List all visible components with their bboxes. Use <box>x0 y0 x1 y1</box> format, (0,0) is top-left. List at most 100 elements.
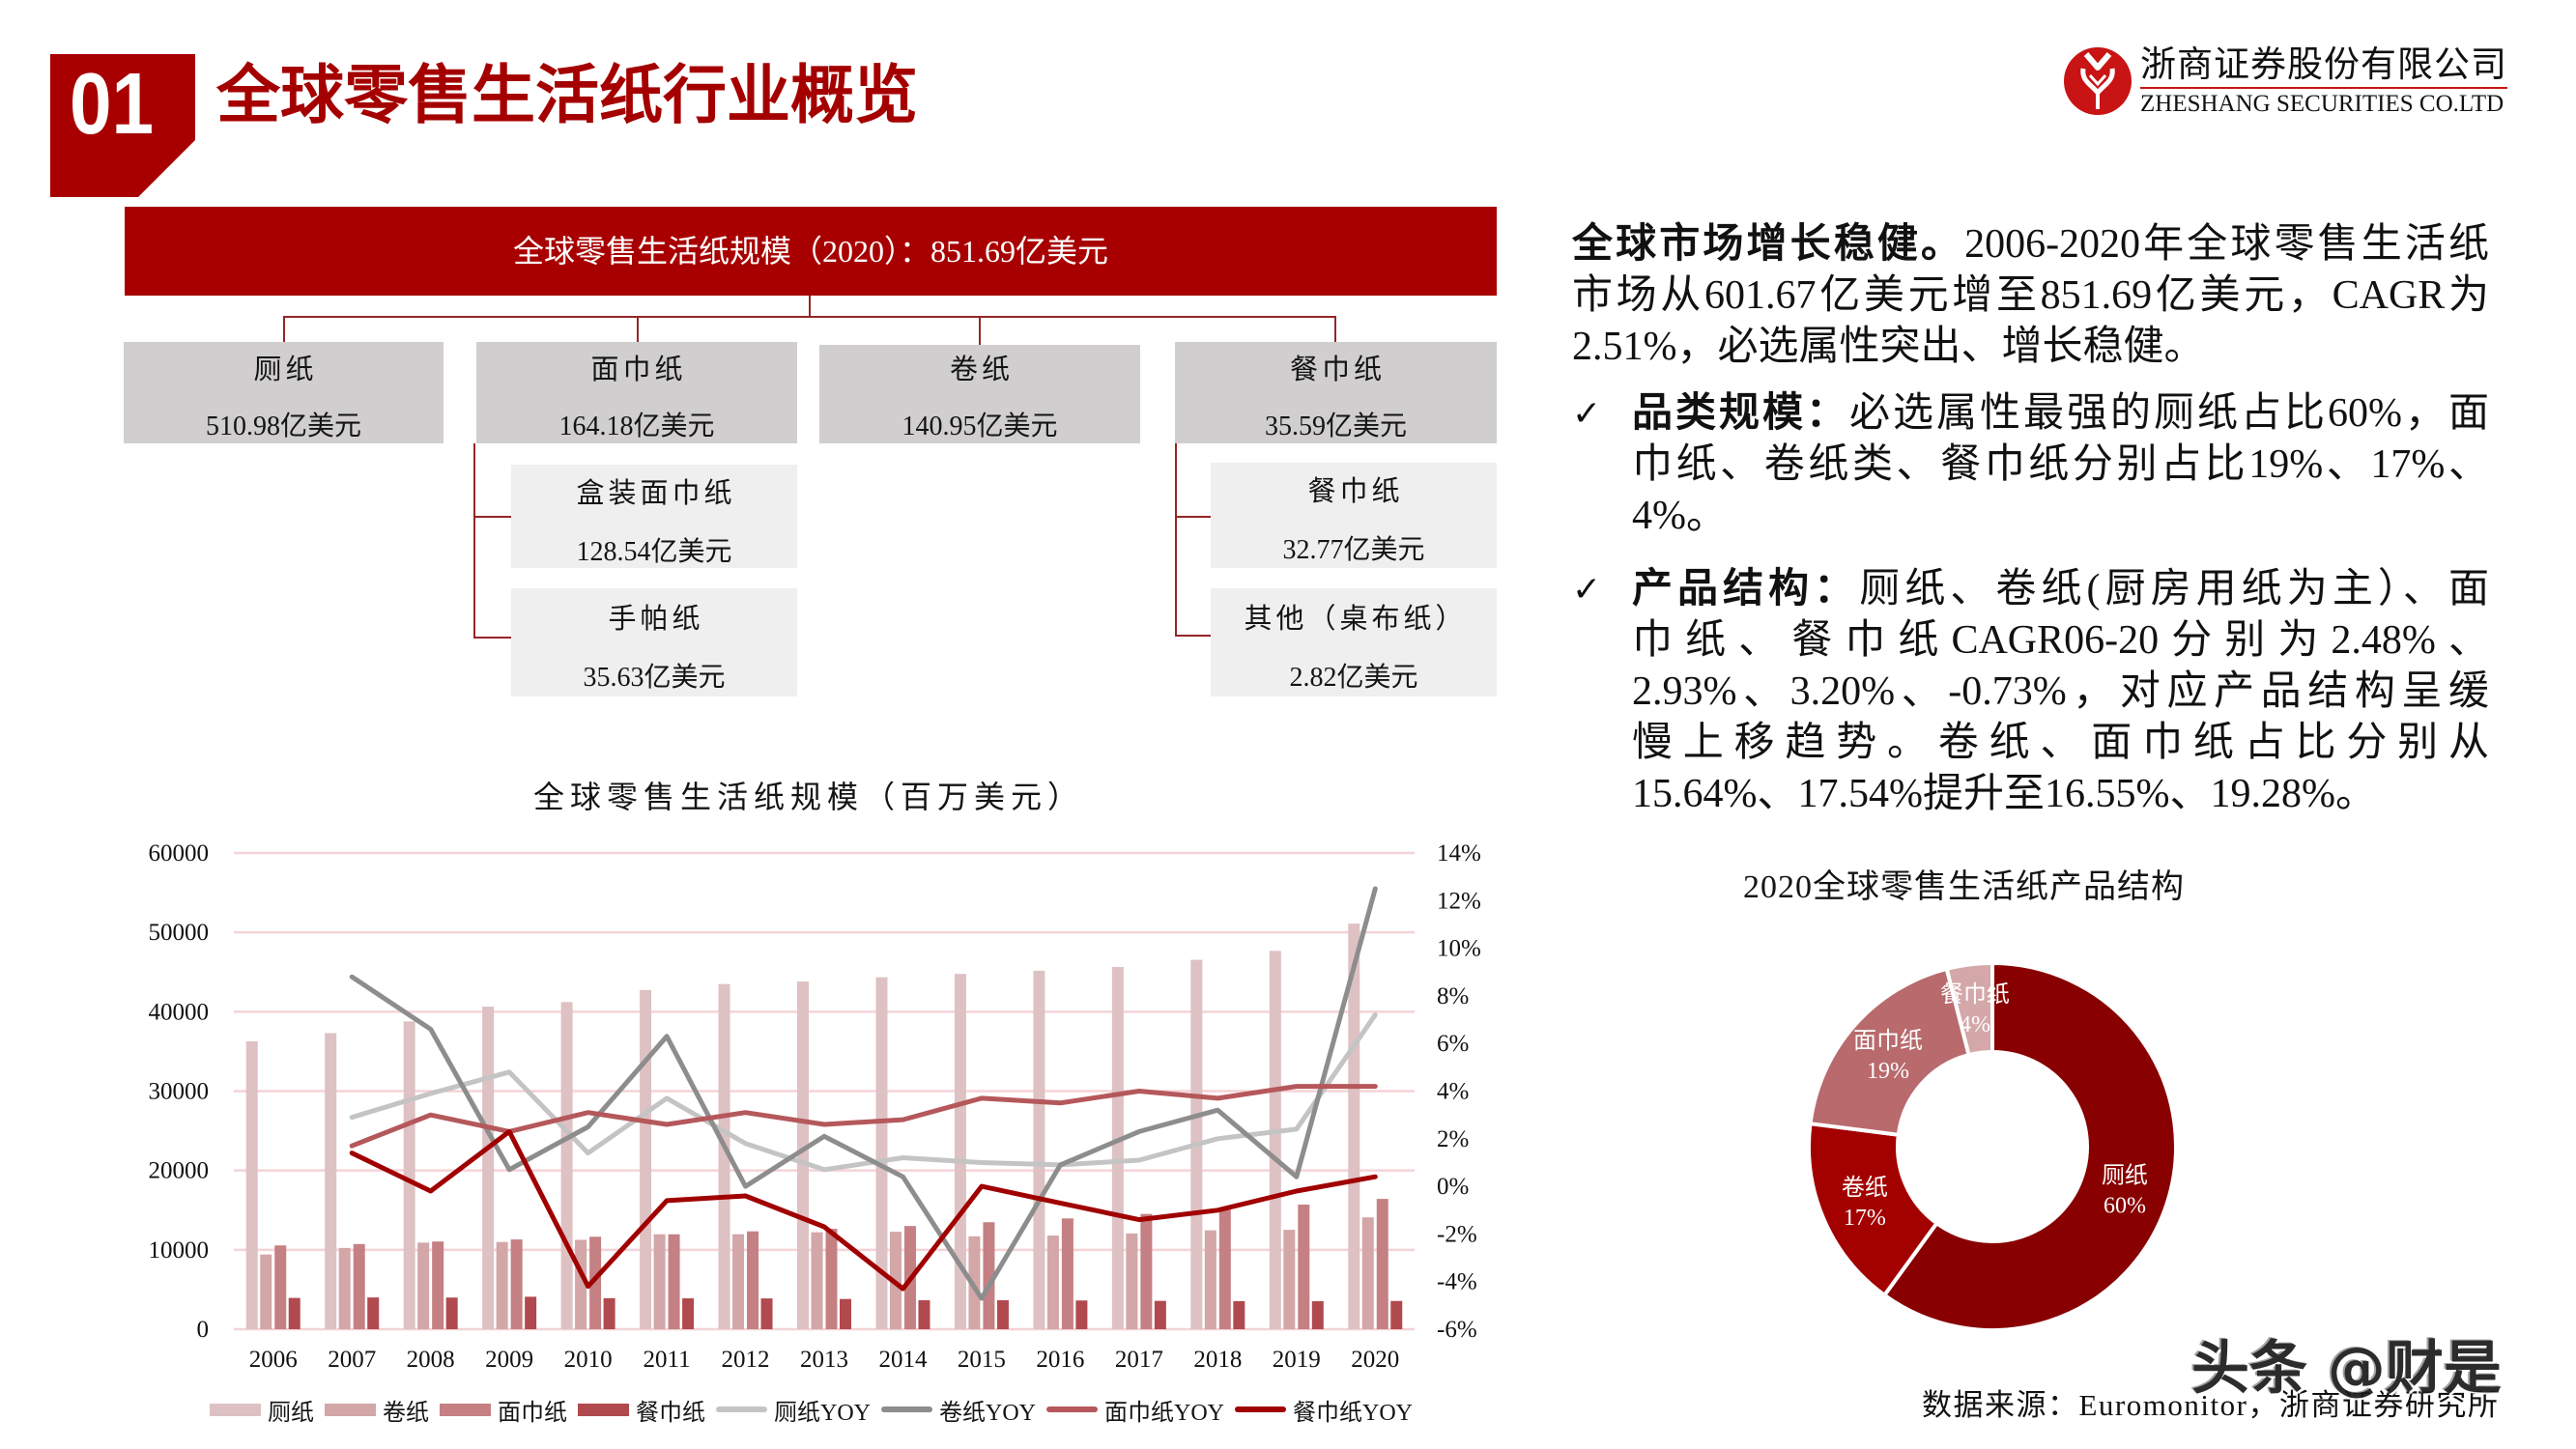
bullet-line: 15.64%、17.54%提升至16.55%、19.28%。 <box>1632 772 2376 816</box>
org-connectors <box>283 296 1336 639</box>
company-name-cn: 浙商证券股份有限公司 <box>2140 45 2507 85</box>
bar-series-toilet-paper <box>245 923 1360 1329</box>
summary-line: 2.51%，必选属性突出、增长稳健。 <box>1572 325 2205 369</box>
bullet-line: 巾纸、卷纸类、餐巾纸分别占比19%、17%、 <box>1632 442 2489 487</box>
bar <box>1204 1230 1216 1329</box>
line-series-napkin-yoy <box>349 1128 1378 1292</box>
bar <box>875 977 888 1329</box>
bar <box>1061 1218 1073 1329</box>
donut-slice-toilet-paper <box>1881 960 2178 1332</box>
bar <box>260 1254 272 1329</box>
y-right-tick-label: 4% <box>1437 1079 1469 1105</box>
bullet-text: 必选属性最强的厕纸占比60%，面 <box>1849 391 2489 436</box>
y-right-tick-label: 14% <box>1437 840 1481 867</box>
org-node-facial-tissue: 面巾纸 164.18亿美元 <box>476 342 797 443</box>
donut-slice-label: 面巾纸 <box>1853 1028 1923 1054</box>
bar <box>417 1242 430 1329</box>
bar <box>811 1232 823 1329</box>
node-name: 餐巾纸 <box>1307 476 1404 507</box>
legend-line-swatch <box>881 1406 932 1412</box>
y-right-tick-label: -6% <box>1437 1317 1477 1343</box>
section-number-badge <box>50 54 195 197</box>
node-name: 面巾纸 <box>590 355 687 385</box>
node-name: 餐巾纸 <box>1289 355 1386 385</box>
bar <box>983 1222 995 1329</box>
org-root-label: 全球零售生活纸规模（2020）：851.69亿美元 <box>512 234 1108 269</box>
bar <box>560 1002 573 1329</box>
bullet-line: 2.93%、3.20%、-0.73%，对应产品结构呈缓 <box>1632 669 2489 714</box>
y-right-tick-label: 2% <box>1437 1126 1469 1152</box>
node-name: 厕纸 <box>253 355 318 385</box>
bar <box>510 1239 523 1329</box>
org-node-handkerchief: 手帕纸 35.63亿美元 <box>511 588 797 696</box>
bar <box>1111 966 1124 1329</box>
bar <box>1233 1300 1245 1329</box>
legend-item-facial-tissue: 面巾纸 <box>440 1393 567 1427</box>
bar-series-napkin <box>288 1296 1403 1329</box>
org-root-banner: 全球零售生活纸规模（2020）：851.69亿美元 <box>125 207 1497 296</box>
y-right-tick-label: -4% <box>1437 1269 1477 1295</box>
watermark: 头条 @财是 <box>2191 1335 2502 1403</box>
donut-slice-kitchen-roll <box>1807 1121 1940 1298</box>
bullet-line: 产品结构：厕纸、卷纸(厨房用纸为主）、面 <box>1632 564 2489 615</box>
bar <box>1140 1213 1153 1329</box>
bar-series-kitchen-roll <box>260 1217 1374 1329</box>
bar <box>1033 970 1045 1329</box>
x-tick-label: 2007 <box>328 1347 376 1373</box>
x-tick-label: 2006 <box>249 1347 298 1373</box>
x-tick-label: 2015 <box>958 1347 1006 1373</box>
y-left-tick-label: 30000 <box>149 1079 210 1105</box>
node-value: 2.82亿美元 <box>1289 663 1418 693</box>
donut-slice-label: 厕纸 <box>2102 1162 2148 1188</box>
bar <box>1311 1300 1324 1329</box>
bar <box>954 974 966 1329</box>
donut-slice-percent: 19% <box>1867 1059 1909 1084</box>
summary-line: 全球市场增长稳健。2006-2020年全球零售生活纸 <box>1572 219 2489 270</box>
y-left-tick-label: 0 <box>197 1317 210 1343</box>
node-name: 其他（桌布纸） <box>1244 604 1468 635</box>
org-node-tablecloth: 其他（桌布纸） 2.82亿美元 <box>1211 588 1497 696</box>
org-node-boxed-facial-tissue: 盒装面巾纸 128.54亿美元 <box>511 465 797 568</box>
y-right-tick-label: 8% <box>1437 983 1469 1009</box>
x-tick-label: 2018 <box>1193 1347 1242 1373</box>
legend-item-kitchen-roll: 卷纸 <box>325 1393 429 1427</box>
bar <box>653 1234 666 1329</box>
legend-label: 面巾纸YOY <box>1104 1400 1224 1426</box>
x-tick-label: 2011 <box>644 1347 691 1373</box>
bullet-line: 品类规模：必选属性最强的厕纸占比60%，面 <box>1632 388 2489 440</box>
node-value: 510.98亿美元 <box>205 412 361 441</box>
data-source-note: 数据来源：Euromonitor，浙商证券研究所 <box>1922 1388 2500 1422</box>
legend-label: 餐巾纸YOY <box>1293 1400 1413 1426</box>
bar <box>1390 1300 1403 1329</box>
x-tick-label: 2017 <box>1115 1347 1163 1373</box>
gridlines <box>234 851 1415 1331</box>
legend-item-toilet-paper-yoy: 厕纸YOY <box>716 1393 871 1427</box>
bar <box>840 1298 851 1329</box>
node-name: 盒装面巾纸 <box>576 478 736 509</box>
bar <box>245 1040 258 1329</box>
y-left-tick-label: 60000 <box>149 840 210 867</box>
bullet-line: 4%。 <box>1632 494 1727 538</box>
node-value: 35.59亿美元 <box>1264 412 1407 441</box>
bar <box>825 1229 838 1329</box>
bar <box>403 1021 415 1329</box>
x-tick-label: 2020 <box>1351 1347 1399 1373</box>
bar <box>1283 1230 1296 1329</box>
legend-label: 厕纸YOY <box>774 1400 871 1426</box>
donut-slice-percent: 60% <box>2104 1193 2146 1218</box>
node-value: 32.77亿美元 <box>1282 535 1425 565</box>
donut-slice-label: 餐巾纸 <box>1940 981 2010 1008</box>
legend-label: 卷纸 <box>383 1400 429 1426</box>
legend-label: 面巾纸 <box>498 1400 567 1426</box>
bar <box>525 1296 537 1329</box>
page-title: 全球零售生活纸行业概览 <box>216 59 918 130</box>
bar <box>1154 1300 1166 1329</box>
bullet-lead: 品类规模： <box>1632 391 1849 436</box>
y-right-tick-label: 10% <box>1437 936 1481 962</box>
bar <box>274 1245 287 1329</box>
y-right-tick-label: 6% <box>1437 1031 1469 1057</box>
combo-chart: 0 10000 20000 30000 40000 50000 60000 -6% -4% -2%… <box>149 840 1481 1373</box>
donut-slice-napkin <box>1944 960 1994 1058</box>
x-tick-label: 2012 <box>722 1347 770 1373</box>
combo-chart-legend: 厕纸 卷纸 面巾纸 餐巾纸 厕纸YOY 卷纸YOY 面巾纸YOY 餐巾纸YOY <box>210 1396 1423 1426</box>
